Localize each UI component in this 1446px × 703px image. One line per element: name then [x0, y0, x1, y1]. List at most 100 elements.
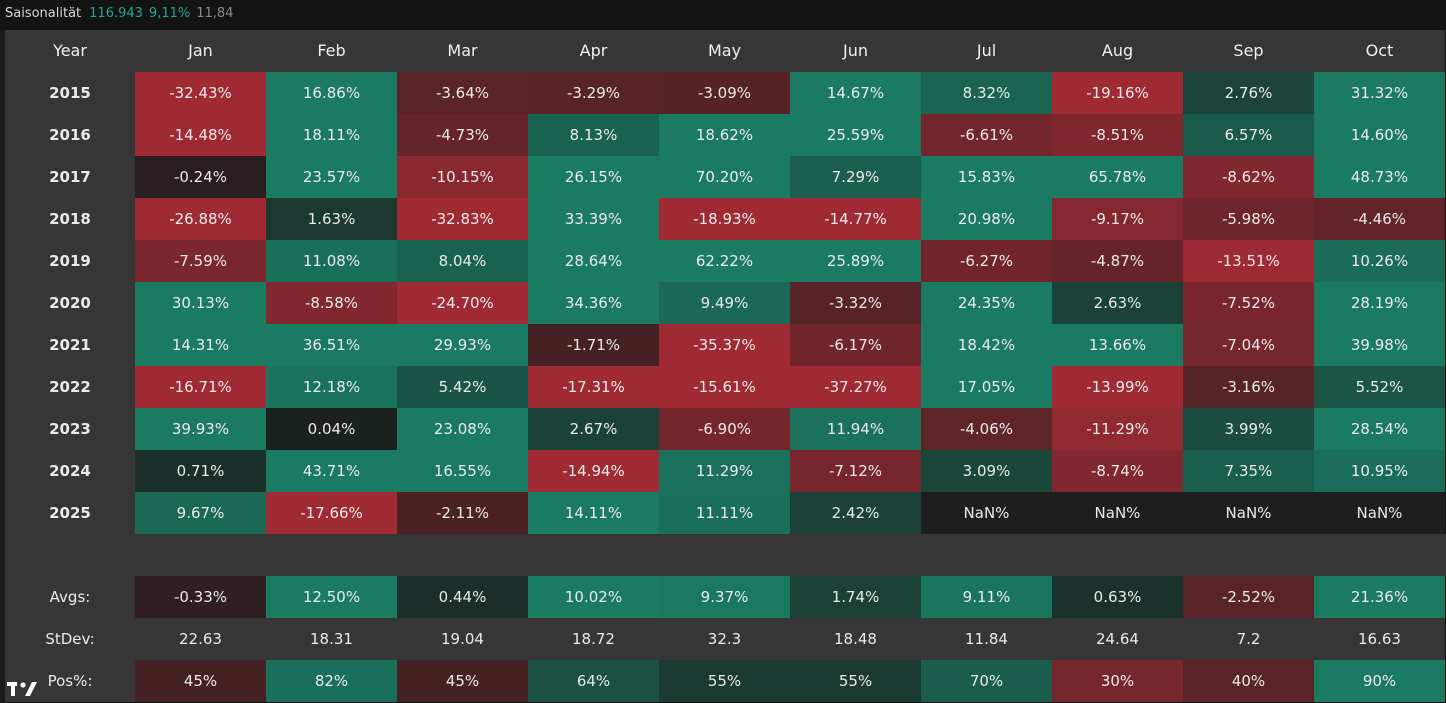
return-cell: -15.61% — [659, 366, 790, 408]
avgs-label: Avgs: — [5, 576, 135, 618]
pos-cell: 64% — [528, 660, 659, 702]
avgs-cell: 1.74% — [790, 576, 921, 618]
table-row: 2025 9.67% -17.66% -2.11% 14.11% 11.11% 2.42% N… — [5, 492, 1446, 534]
table-row: 2018 -26.88% 1.63% -32.83% 33.39% -18.93% -14.… — [5, 198, 1446, 240]
return-cell: 8.13% — [528, 114, 659, 156]
return-cell: -9.17% — [1052, 198, 1183, 240]
return-cell: -6.61% — [921, 114, 1052, 156]
table-row: 2017 -0.24% 23.57% -10.15% 26.15% 70.20% 7.29%… — [5, 156, 1446, 198]
return-cell: 9.67% — [135, 492, 266, 534]
month-header-apr: Apr — [528, 30, 659, 72]
return-cell: NaN% — [1314, 492, 1445, 534]
return-cell: 11.94% — [790, 408, 921, 450]
return-cell: -17.31% — [528, 366, 659, 408]
stdev-cell: 32.3 — [659, 618, 790, 660]
return-cell: 0.71% — [135, 450, 266, 492]
year-label: 2021 — [5, 324, 135, 366]
return-cell: -19.16% — [1052, 72, 1183, 114]
month-header-mar: Mar — [397, 30, 528, 72]
return-cell: -8.62% — [1183, 156, 1314, 198]
return-cell: 28.54% — [1314, 408, 1445, 450]
return-cell: -26.88% — [135, 198, 266, 240]
return-cell: -4.46% — [1314, 198, 1445, 240]
year-label: 2025 — [5, 492, 135, 534]
return-cell: -24.70% — [397, 282, 528, 324]
indicator-legend[interactable]: Saisonalität 116.943 9,11% 11,84 — [5, 2, 233, 24]
pos-cell: 45% — [397, 660, 528, 702]
return-cell: 18.62% — [659, 114, 790, 156]
table-row: 2024 0.71% 43.71% 16.55% -14.94% 11.29% -7.12%… — [5, 450, 1446, 492]
table-spacer-row — [5, 534, 1446, 576]
return-cell: 8.04% — [397, 240, 528, 282]
return-cell: 16.86% — [266, 72, 397, 114]
return-cell: -7.12% — [790, 450, 921, 492]
month-header-feb: Feb — [266, 30, 397, 72]
pos-cell: 55% — [790, 660, 921, 702]
table-row: 2016 -14.48% 18.11% -4.73% 8.13% 18.62% 25.59%… — [5, 114, 1446, 156]
stdev-cell: 11.84 — [921, 618, 1052, 660]
return-cell: -6.90% — [659, 408, 790, 450]
return-cell: -17.66% — [266, 492, 397, 534]
return-cell: 11.08% — [266, 240, 397, 282]
return-cell: NaN% — [921, 492, 1052, 534]
return-cell: -4.87% — [1052, 240, 1183, 282]
return-cell: 10.95% — [1314, 450, 1445, 492]
stdev-cell: 19.04 — [397, 618, 528, 660]
return-cell: 14.31% — [135, 324, 266, 366]
year-header: Year — [5, 30, 135, 72]
table-row: 2020 30.13% -8.58% -24.70% 34.36% 9.49% -3.32%… — [5, 282, 1446, 324]
stdev-cell: 7.2 — [1183, 618, 1314, 660]
return-cell: -32.43% — [135, 72, 266, 114]
return-cell: -3.64% — [397, 72, 528, 114]
return-cell: -2.11% — [397, 492, 528, 534]
return-cell: 10.26% — [1314, 240, 1445, 282]
table-header-row: Year Jan Feb Mar Apr May Jun Jul Aug Sep Oct — [5, 30, 1446, 72]
return-cell: -1.71% — [528, 324, 659, 366]
return-cell: 1.63% — [266, 198, 397, 240]
return-cell: 14.60% — [1314, 114, 1445, 156]
legend-value-1: 116.943 — [89, 5, 143, 21]
avgs-cell: 12.50% — [266, 576, 397, 618]
pos-cell: 70% — [921, 660, 1052, 702]
pos-cell: 40% — [1183, 660, 1314, 702]
indicator-title: Saisonalität — [5, 5, 82, 21]
return-cell: 11.11% — [659, 492, 790, 534]
return-cell: 62.22% — [659, 240, 790, 282]
stdev-label: StDev: — [5, 618, 135, 660]
return-cell: 34.36% — [528, 282, 659, 324]
year-label: 2020 — [5, 282, 135, 324]
tradingview-logo-icon[interactable] — [6, 678, 46, 700]
return-cell: 7.35% — [1183, 450, 1314, 492]
return-cell: 14.67% — [790, 72, 921, 114]
return-cell: 8.32% — [921, 72, 1052, 114]
avgs-cell: -0.33% — [135, 576, 266, 618]
return-cell: 43.71% — [266, 450, 397, 492]
return-cell: 70.20% — [659, 156, 790, 198]
table-row: 2023 39.93% 0.04% 23.08% 2.67% -6.90% 11.94% -4… — [5, 408, 1446, 450]
stdev-row: StDev: 22.63 18.31 19.04 18.72 32.3 18.48 11.84… — [5, 618, 1446, 660]
year-label: 2018 — [5, 198, 135, 240]
return-cell: -14.77% — [790, 198, 921, 240]
return-cell: -0.24% — [135, 156, 266, 198]
avgs-cell: -2.52% — [1183, 576, 1314, 618]
return-cell: -7.52% — [1183, 282, 1314, 324]
table-row: 2022 -16.71% 12.18% 5.42% -17.31% -15.61% -37.… — [5, 366, 1446, 408]
return-cell: 18.42% — [921, 324, 1052, 366]
return-cell: -6.27% — [921, 240, 1052, 282]
return-cell: 2.63% — [1052, 282, 1183, 324]
return-cell: 30.13% — [135, 282, 266, 324]
return-cell: 31.32% — [1314, 72, 1445, 114]
table-row: 2021 14.31% 36.51% 29.93% -1.71% -35.37% -6.17… — [5, 324, 1446, 366]
return-cell: -4.73% — [397, 114, 528, 156]
return-cell: 0.04% — [266, 408, 397, 450]
avgs-cell: 9.37% — [659, 576, 790, 618]
table-row: 2015 -32.43% 16.86% -3.64% -3.29% -3.09% 14.67… — [5, 72, 1446, 114]
avgs-cell: 0.63% — [1052, 576, 1183, 618]
return-cell: NaN% — [1183, 492, 1314, 534]
pos-cell: 45% — [135, 660, 266, 702]
return-cell: 7.29% — [790, 156, 921, 198]
pos-cell: 82% — [266, 660, 397, 702]
return-cell: 39.98% — [1314, 324, 1445, 366]
return-cell: 3.99% — [1183, 408, 1314, 450]
